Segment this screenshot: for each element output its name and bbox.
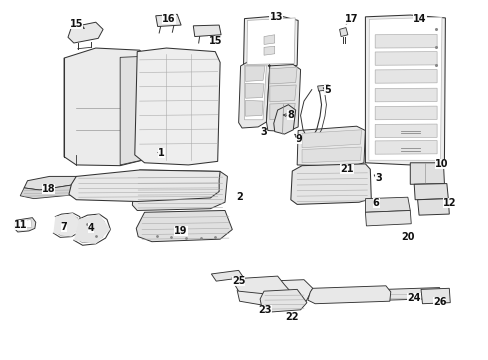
- Polygon shape: [136, 211, 232, 242]
- Text: 22: 22: [285, 312, 299, 322]
- Text: 26: 26: [432, 297, 446, 307]
- Text: 19: 19: [174, 226, 187, 236]
- Polygon shape: [307, 286, 390, 304]
- Text: 9: 9: [295, 134, 302, 144]
- Text: 14: 14: [412, 14, 426, 24]
- Polygon shape: [420, 288, 449, 304]
- Polygon shape: [64, 48, 154, 166]
- Polygon shape: [14, 218, 36, 232]
- Polygon shape: [135, 48, 220, 165]
- Polygon shape: [264, 35, 274, 44]
- Polygon shape: [264, 46, 274, 55]
- Polygon shape: [409, 163, 444, 184]
- Polygon shape: [374, 124, 436, 138]
- Polygon shape: [245, 100, 263, 116]
- Text: 10: 10: [434, 159, 448, 169]
- Polygon shape: [260, 289, 306, 312]
- Polygon shape: [365, 15, 445, 165]
- Polygon shape: [413, 184, 447, 200]
- Text: 15: 15: [69, 19, 83, 29]
- Polygon shape: [385, 288, 443, 300]
- Polygon shape: [68, 22, 103, 43]
- Text: 5: 5: [324, 85, 330, 95]
- Polygon shape: [368, 17, 441, 160]
- Text: 3: 3: [374, 173, 381, 183]
- Text: 21: 21: [340, 164, 353, 174]
- Polygon shape: [290, 164, 370, 204]
- Polygon shape: [24, 176, 76, 190]
- Polygon shape: [339, 28, 347, 37]
- Text: 7: 7: [61, 222, 67, 231]
- Polygon shape: [211, 270, 243, 281]
- Polygon shape: [74, 214, 110, 244]
- Text: 13: 13: [269, 12, 283, 22]
- Text: 12: 12: [442, 198, 455, 208]
- Text: 24: 24: [407, 293, 420, 303]
- Polygon shape: [374, 69, 436, 83]
- Text: 11: 11: [14, 220, 27, 230]
- Polygon shape: [374, 35, 436, 48]
- Text: 2: 2: [236, 192, 243, 202]
- Polygon shape: [20, 220, 32, 228]
- Polygon shape: [365, 211, 410, 226]
- Polygon shape: [20, 184, 76, 199]
- Polygon shape: [69, 170, 220, 202]
- Polygon shape: [374, 140, 436, 154]
- Text: 17: 17: [345, 14, 358, 24]
- Polygon shape: [269, 103, 295, 120]
- Polygon shape: [120, 56, 154, 165]
- Text: 3: 3: [260, 127, 267, 136]
- Polygon shape: [238, 61, 269, 128]
- Polygon shape: [245, 66, 264, 81]
- Polygon shape: [132, 170, 227, 211]
- Polygon shape: [309, 138, 320, 146]
- Polygon shape: [365, 197, 409, 212]
- Polygon shape: [245, 83, 264, 98]
- Text: 6: 6: [372, 198, 379, 208]
- Text: 25: 25: [231, 276, 245, 286]
- Polygon shape: [302, 147, 361, 163]
- Polygon shape: [269, 67, 297, 84]
- Polygon shape: [244, 65, 266, 120]
- Polygon shape: [246, 18, 295, 64]
- Text: 1: 1: [158, 148, 164, 158]
- Text: 16: 16: [162, 14, 175, 24]
- Text: 4: 4: [87, 224, 94, 233]
- Polygon shape: [266, 64, 300, 132]
- Polygon shape: [234, 276, 290, 294]
- Polygon shape: [156, 14, 181, 27]
- Polygon shape: [374, 106, 436, 120]
- Text: 23: 23: [258, 305, 272, 315]
- Text: 8: 8: [287, 111, 294, 121]
- Polygon shape: [273, 105, 295, 134]
- Polygon shape: [374, 51, 436, 65]
- Polygon shape: [237, 280, 312, 306]
- Polygon shape: [193, 25, 221, 37]
- Polygon shape: [269, 85, 296, 102]
- Text: 20: 20: [400, 232, 414, 242]
- Text: 15: 15: [208, 36, 222, 46]
- Polygon shape: [243, 16, 298, 69]
- Polygon shape: [302, 130, 361, 148]
- Polygon shape: [417, 199, 448, 215]
- Polygon shape: [374, 88, 436, 102]
- Polygon shape: [317, 85, 329, 91]
- Polygon shape: [297, 126, 365, 166]
- Text: 18: 18: [41, 184, 55, 194]
- Polygon shape: [53, 213, 82, 237]
